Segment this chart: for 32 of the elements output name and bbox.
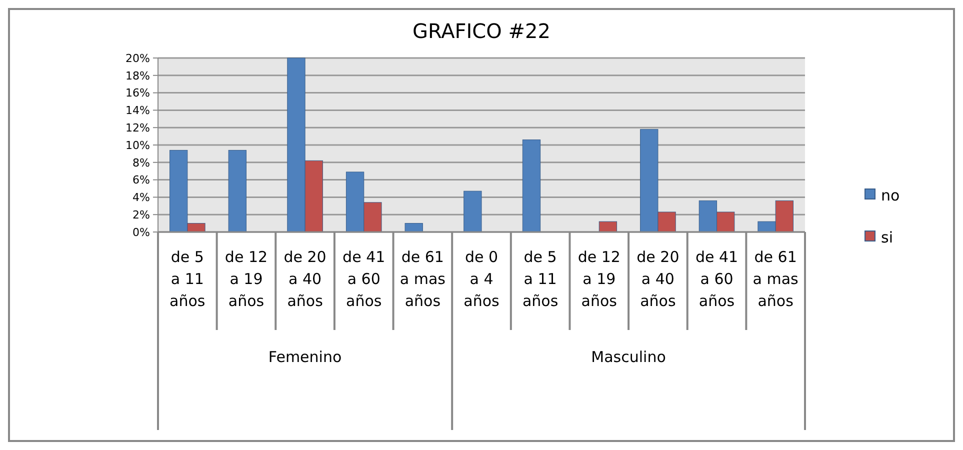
- chart-title: GRAFICO #22: [412, 19, 550, 43]
- x-tick-label: de 12 a 19 años: [578, 248, 620, 310]
- legend-label: si: [881, 228, 893, 246]
- x-tick-label: de 5 a 11 años: [522, 248, 558, 310]
- y-tick-label: 8%: [132, 156, 150, 170]
- x-tick-label: de 41 a 60 años: [342, 248, 386, 310]
- y-tick-label: 6%: [132, 174, 150, 187]
- x-tick-label: de 20 a 40 años: [636, 248, 680, 310]
- bar: [464, 190, 482, 232]
- y-tick-label: 18%: [126, 69, 150, 82]
- x-tick-label: de 61 a mas años: [752, 248, 799, 310]
- x-tick-label: de 0 a 4 años: [464, 248, 500, 310]
- text: Femenino: [268, 348, 342, 366]
- y-tick-label: 14%: [126, 104, 150, 118]
- y-tick-label: 10%: [126, 138, 150, 152]
- y-tick-label: 12%: [126, 121, 150, 134]
- legend-label: no: [881, 186, 900, 204]
- x-tick-label: de 20 a 40 años: [284, 248, 326, 310]
- x-tick-label: de 61 a mas años: [400, 248, 446, 310]
- bar: [522, 140, 541, 232]
- x-tick-label: de 41 a 60 años: [695, 248, 738, 310]
- bar: [404, 223, 423, 232]
- y-tick-label: 16%: [126, 86, 150, 100]
- bar: [228, 150, 246, 232]
- y-tick-label: 4%: [132, 191, 150, 204]
- bar: [598, 221, 618, 232]
- x-tick-label: de 5 a 11 años: [170, 248, 206, 310]
- y-tick-label: 2%: [132, 208, 150, 222]
- y-tick-label: 0%: [132, 226, 150, 239]
- y-tick-label: 20%: [126, 52, 150, 65]
- x-tick-label: de 12 a 19 años: [224, 248, 268, 310]
- text: Masculino: [591, 348, 666, 366]
